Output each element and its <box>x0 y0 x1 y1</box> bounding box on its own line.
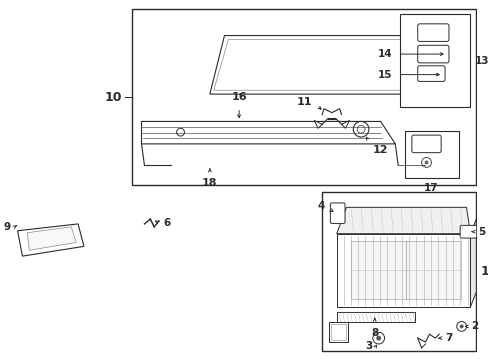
Polygon shape <box>336 234 469 307</box>
Text: 6: 6 <box>163 218 170 228</box>
FancyBboxPatch shape <box>459 225 476 238</box>
Polygon shape <box>27 227 76 250</box>
Circle shape <box>424 161 427 165</box>
Bar <box>336 312 414 321</box>
FancyBboxPatch shape <box>417 24 448 41</box>
Text: 5: 5 <box>477 227 485 237</box>
FancyBboxPatch shape <box>330 203 345 224</box>
Text: 4: 4 <box>317 201 325 211</box>
Circle shape <box>459 324 463 328</box>
Bar <box>328 323 348 342</box>
Bar <box>399 14 469 107</box>
Polygon shape <box>209 36 461 94</box>
Bar <box>131 9 475 185</box>
Circle shape <box>375 336 380 341</box>
Text: 13: 13 <box>474 56 488 66</box>
FancyBboxPatch shape <box>434 80 456 96</box>
Polygon shape <box>469 219 475 307</box>
Text: 10: 10 <box>104 91 122 104</box>
Text: 16: 16 <box>231 92 246 102</box>
Text: 3: 3 <box>365 341 372 351</box>
Polygon shape <box>141 121 394 144</box>
Text: 17: 17 <box>423 183 438 193</box>
Text: 18: 18 <box>202 178 217 188</box>
Polygon shape <box>18 224 84 256</box>
Text: 7: 7 <box>444 333 451 343</box>
Polygon shape <box>351 242 460 299</box>
Text: 15: 15 <box>377 69 391 80</box>
Bar <box>330 324 346 340</box>
Polygon shape <box>213 40 457 90</box>
Text: 8: 8 <box>370 328 378 338</box>
FancyBboxPatch shape <box>411 135 440 153</box>
Text: 2: 2 <box>470 321 478 332</box>
Text: 1: 1 <box>479 265 488 278</box>
Text: 12: 12 <box>372 145 387 155</box>
Polygon shape <box>336 207 469 234</box>
Text: 9: 9 <box>3 222 11 232</box>
Text: 14: 14 <box>377 49 391 59</box>
Bar <box>322 192 475 351</box>
Text: 11: 11 <box>296 97 312 107</box>
Bar <box>404 131 458 178</box>
FancyBboxPatch shape <box>417 66 444 81</box>
FancyBboxPatch shape <box>417 45 448 63</box>
